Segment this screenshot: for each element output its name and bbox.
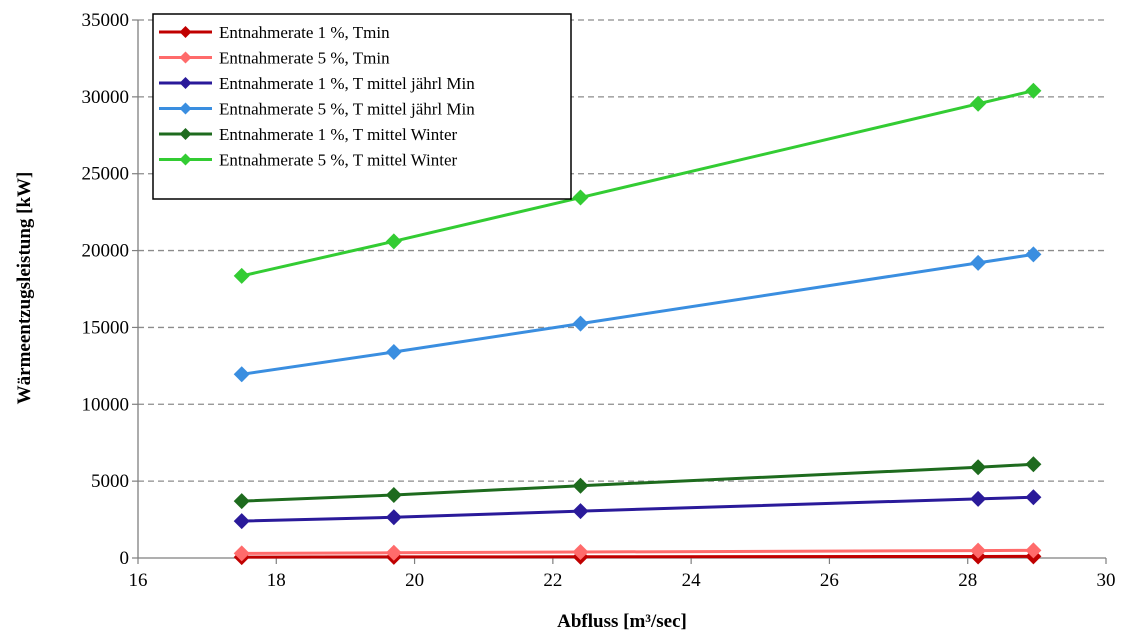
series-line [241, 495, 1034, 523]
series-line [241, 548, 1034, 555]
data-point-marker [1025, 542, 1042, 559]
data-point-marker [970, 542, 987, 559]
legend-label: Entnahmerate 1 %, T mittel jährl Min [219, 74, 475, 93]
y-tick-labels: 0 5000 10000 15000 20000 25000 30000 35000 [82, 10, 130, 569]
legend-label: Entnahmerate 5 %, T mittel jährl Min [219, 100, 475, 119]
legend-label: Entnahmerate 1 %, Tmin [219, 23, 390, 42]
data-point-marker [385, 233, 402, 250]
legend: Entnahmerate 1 %, Tmin Entnahmerate 5 %, … [152, 13, 572, 200]
y-tick-label: 10000 [82, 394, 130, 415]
data-point-marker [1025, 246, 1042, 263]
data-point-marker [233, 366, 250, 383]
legend-marker [179, 26, 192, 38]
data-point-marker [233, 545, 250, 562]
legend-label: Entnahmerate 1 %, T mittel Winter [219, 125, 458, 144]
y-tick-label: 25000 [82, 164, 130, 185]
legend-marker [179, 51, 192, 64]
data-point-marker [970, 490, 987, 507]
legend-marker [179, 102, 192, 115]
x-axis-title: Abfluss [m³/sec] [557, 611, 687, 632]
data-point-marker [572, 544, 589, 561]
x-tick-label: 18 [267, 570, 286, 591]
x-tick-label: 24 [682, 570, 702, 591]
y-tick-label: 5000 [91, 471, 129, 492]
y-tick-label: 0 [120, 548, 130, 569]
data-point-marker [970, 254, 987, 271]
data-point-marker [233, 267, 250, 284]
legend-box [152, 13, 572, 200]
y-tick-label: 30000 [82, 87, 130, 108]
series-group [233, 542, 1042, 562]
data-point-marker [970, 95, 987, 112]
data-point-marker [1025, 489, 1042, 506]
series-group [233, 246, 1042, 383]
x-tick-labels: 16 18 20 22 24 26 28 30 [129, 570, 1116, 591]
y-tick-label: 15000 [82, 317, 130, 338]
data-point-marker [233, 513, 250, 530]
x-tick-label: 28 [958, 570, 977, 591]
series-group [233, 82, 1042, 284]
data-point-marker [385, 544, 402, 561]
series-lines [233, 82, 1042, 566]
series-line [241, 252, 1034, 376]
y-axis-title: Wärmeentzugsleistung [kW] [14, 172, 35, 405]
data-point-marker [1025, 82, 1042, 99]
series-group [233, 489, 1042, 530]
legend-marker [179, 153, 192, 166]
series-line [241, 554, 1034, 559]
data-point-marker [572, 477, 589, 494]
data-point-marker [572, 189, 589, 206]
data-point-marker [233, 493, 250, 510]
x-tick-label: 22 [543, 570, 562, 591]
x-tick-label: 26 [820, 570, 839, 591]
y-tick-label: 20000 [82, 241, 130, 262]
data-point-marker [1025, 456, 1042, 473]
legend-marker [179, 77, 192, 89]
legend-label: Entnahmerate 5 %, Tmin [219, 49, 390, 68]
x-tick-label: 30 [1097, 570, 1116, 591]
data-point-marker [385, 486, 402, 503]
data-point-marker [572, 315, 589, 332]
legend-label: Entnahmerate 5 %, T mittel Winter [219, 151, 458, 170]
y-tick-label: 35000 [82, 10, 130, 31]
data-point-marker [970, 459, 987, 476]
x-tick-label: 16 [129, 570, 148, 591]
data-point-marker [385, 344, 402, 361]
series-line [241, 462, 1034, 503]
series-group [233, 456, 1042, 510]
data-point-marker [572, 503, 589, 520]
x-tick-label: 20 [405, 570, 424, 591]
legend-marker [179, 128, 192, 140]
data-point-marker [385, 509, 402, 526]
